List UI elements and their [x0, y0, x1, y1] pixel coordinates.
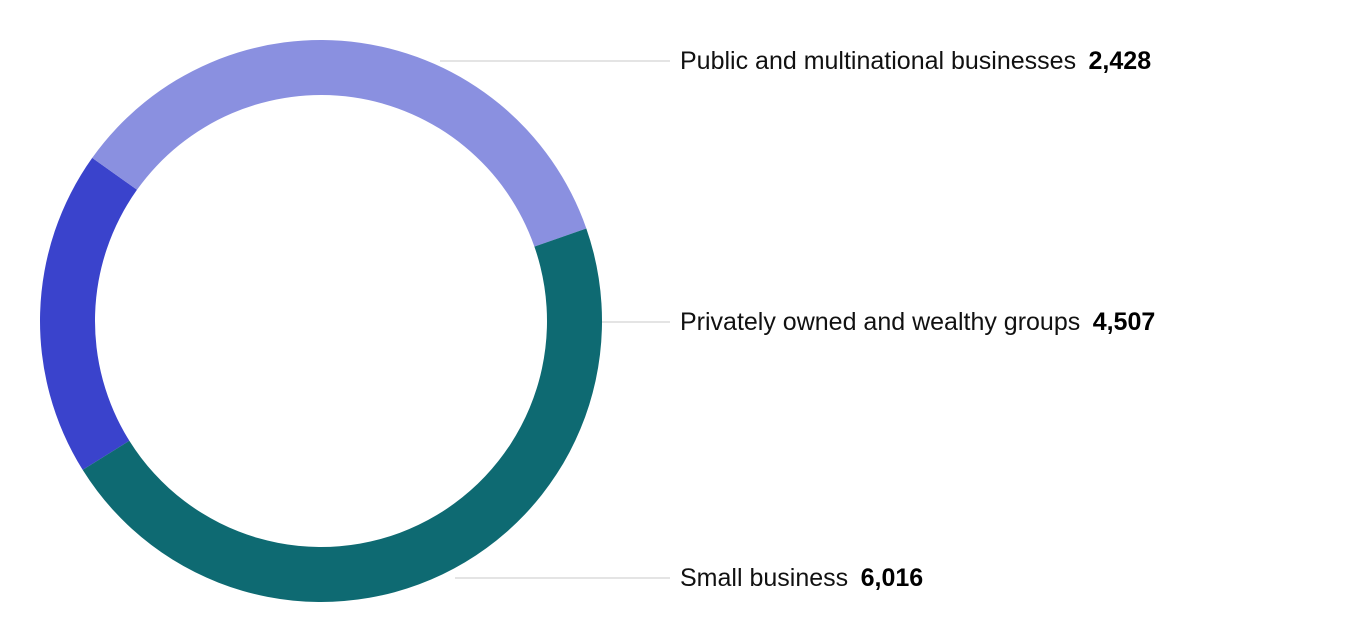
slice-label-name: Small business: [680, 564, 848, 592]
slice-value-label: 2,428: [1089, 47, 1152, 75]
slice-label-public-multinational: Public and multinational businesses 2,42…: [680, 47, 1151, 75]
donut-slice-privately-owned: [92, 40, 587, 247]
donut-slice-public-multinational: [39, 157, 137, 470]
donut-slice-small-business: [82, 228, 602, 602]
slice-label-name: Public and multinational businesses: [680, 47, 1076, 75]
slice-value-label: 4,507: [1093, 308, 1156, 336]
leader-lines: [440, 60, 670, 579]
slice-label-small-business: Small business 6,016: [680, 564, 923, 592]
slice-value-label: 6,016: [861, 564, 924, 592]
donut-slices: [39, 40, 602, 602]
slice-label-privately-owned: Privately owned and wealthy groups 4,507: [680, 308, 1155, 336]
slice-labels: Public and multinational businesses 2,42…: [680, 47, 1155, 592]
slice-label-name: Privately owned and wealthy groups: [680, 308, 1080, 336]
